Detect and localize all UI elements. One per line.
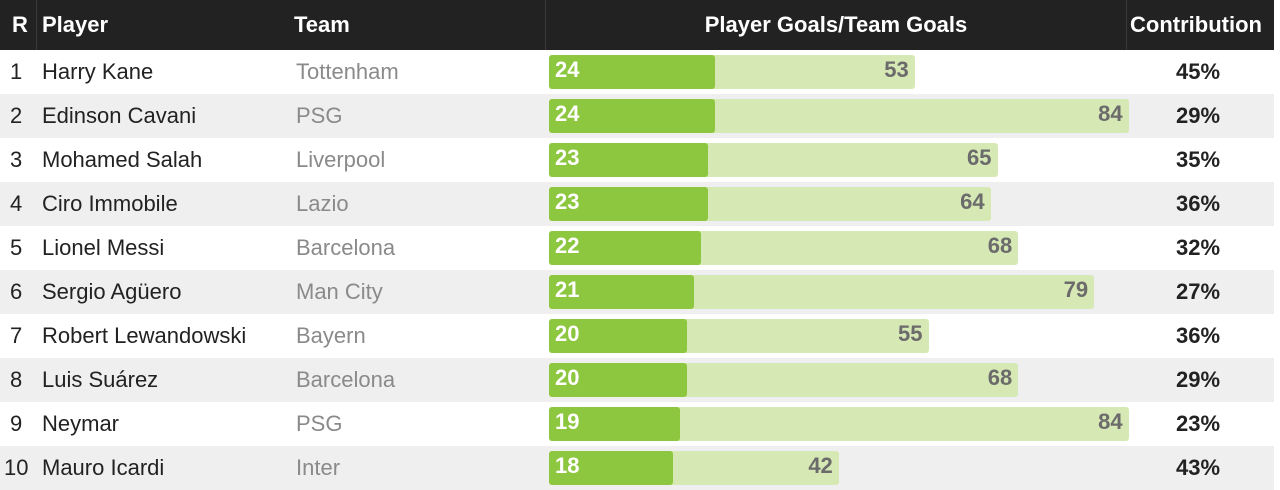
player-name: Edinson Cavani (42, 103, 197, 128)
player-goals-bar (549, 319, 687, 353)
player-goals-bar (549, 143, 708, 177)
header-divider (36, 0, 37, 50)
player-name: Ciro Immobile (42, 191, 178, 216)
team-name: Barcelona (296, 235, 396, 260)
player-name: Robert Lewandowski (42, 323, 247, 348)
rank-cell: 5 (10, 235, 23, 260)
table-row: 3 Mohamed Salah Liverpool 23 65 35% (0, 138, 1274, 182)
player-goals-bar (549, 55, 715, 89)
table-row: 9 Neymar PSG 19 84 23% (0, 402, 1274, 446)
player-name: Luis Suárez (42, 367, 159, 392)
rank-cell: 8 (10, 367, 23, 392)
rank-cell: 2 (10, 103, 23, 128)
team-goals-label: 53 (884, 57, 909, 82)
rank-cell: 10 (4, 455, 29, 480)
player-name: Mauro Icardi (42, 455, 165, 480)
team-name: PSG (296, 411, 343, 436)
player-goals-bar (549, 407, 681, 441)
team-name: Man City (296, 279, 383, 304)
player-goals-bar (549, 231, 701, 265)
team-goals-label: 84 (1098, 101, 1123, 126)
player-name: Neymar (42, 411, 120, 436)
player-goals-bar (549, 99, 715, 133)
player-goals-label: 20 (555, 321, 580, 346)
player-goals-label: 22 (555, 233, 580, 258)
player-goals-label: 23 (555, 189, 580, 214)
team-goals-label: 68 (987, 233, 1013, 258)
player-goals-label: 24 (555, 101, 580, 126)
player-goals-bar (549, 275, 694, 309)
team-goals-label: 79 (1063, 277, 1089, 302)
team-goals-label: 84 (1098, 409, 1123, 434)
team-goals-label: 55 (898, 321, 923, 346)
player-goals-label: 21 (555, 277, 580, 302)
team-name: Bayern (296, 323, 366, 348)
team-name: Inter (296, 455, 341, 480)
team-goals-label: 65 (967, 145, 992, 170)
player-goals-bar (549, 187, 708, 221)
header-team: Team (294, 12, 350, 37)
team-name: Tottenham (296, 59, 399, 84)
contribution-cell: 23% (1176, 411, 1221, 436)
player-goals-label: 20 (555, 365, 580, 390)
header-player: Player (42, 12, 109, 37)
player-goals-label: 24 (555, 57, 580, 82)
header-rank: R (12, 12, 28, 37)
rank-cell: 4 (10, 191, 23, 216)
table-row: 4 Ciro Immobile Lazio 23 64 36% (0, 182, 1274, 226)
team-name: Lazio (296, 191, 349, 216)
team-goals-label: 68 (987, 365, 1013, 390)
player-goals-label: 19 (555, 409, 580, 434)
header-contribution: Contribution (1130, 12, 1262, 37)
header-divider (1126, 0, 1127, 50)
contribution-cell: 35% (1176, 147, 1221, 172)
contribution-cell: 32% (1176, 235, 1221, 260)
team-goals-label: 64 (960, 189, 985, 214)
player-name: Lionel Messi (42, 235, 165, 260)
team-name: Liverpool (296, 147, 386, 172)
player-goals-label: 18 (555, 453, 580, 478)
rank-cell: 6 (10, 279, 23, 304)
player-goals-bar (549, 451, 674, 485)
rank-cell: 7 (10, 323, 23, 348)
team-name: Barcelona (296, 367, 396, 392)
team-name: PSG (296, 103, 343, 128)
table-header: R Player Team Player Goals/Team Goals Co… (0, 0, 1274, 50)
player-goals-label: 23 (555, 145, 580, 170)
contribution-cell: 29% (1176, 367, 1221, 392)
team-goals-label: 42 (808, 453, 833, 478)
rank-cell: 3 (10, 147, 23, 172)
table-row: 10 Mauro Icardi Inter 18 42 43% (0, 446, 1274, 490)
player-goals-bar (549, 363, 687, 397)
contribution-cell: 36% (1176, 191, 1221, 216)
contribution-cell: 29% (1176, 103, 1221, 128)
table-row: 1 Harry Kane Tottenham 24 53 45% (0, 50, 1274, 94)
contribution-cell: 43% (1176, 455, 1221, 480)
player-name: Mohamed Salah (42, 147, 203, 172)
table-row: 8 Luis Suárez Barcelona 20 68 29% (0, 358, 1274, 402)
header-divider (545, 0, 546, 50)
contribution-cell: 27% (1176, 279, 1221, 304)
player-name: Sergio Agüero (42, 279, 182, 304)
header-goals: Player Goals/Team Goals (704, 12, 968, 37)
table-row: 2 Edinson Cavani PSG 24 84 29% (0, 94, 1274, 138)
contribution-cell: 45% (1176, 59, 1221, 84)
rank-cell: 9 (10, 411, 23, 436)
player-name: Harry Kane (42, 59, 154, 84)
table-row: 7 Robert Lewandowski Bayern 20 55 36% (0, 314, 1274, 358)
table-row: 5 Lionel Messi Barcelona 22 68 32% (0, 226, 1274, 270)
rank-cell: 1 (10, 59, 23, 84)
table-row: 6 Sergio Agüero Man City 21 79 27% (0, 270, 1274, 314)
contribution-cell: 36% (1176, 323, 1221, 348)
